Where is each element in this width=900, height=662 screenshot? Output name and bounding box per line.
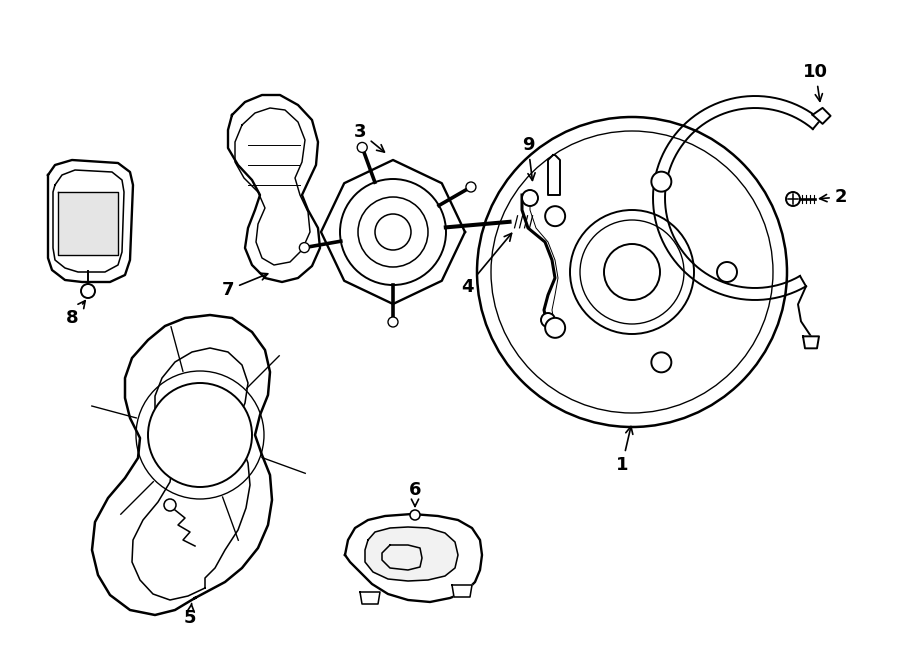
Polygon shape [813, 108, 831, 124]
Polygon shape [803, 336, 819, 348]
Polygon shape [548, 155, 560, 195]
Polygon shape [48, 160, 133, 282]
Text: 10: 10 [803, 63, 828, 101]
Circle shape [545, 318, 565, 338]
Polygon shape [452, 585, 472, 597]
Circle shape [545, 206, 565, 226]
Text: 3: 3 [354, 123, 384, 152]
Circle shape [164, 499, 176, 511]
Circle shape [541, 313, 555, 327]
Polygon shape [321, 160, 465, 304]
Polygon shape [365, 527, 458, 581]
Polygon shape [345, 514, 482, 602]
Circle shape [375, 214, 411, 250]
Text: 2: 2 [820, 188, 847, 206]
Circle shape [652, 171, 671, 192]
Circle shape [300, 243, 310, 253]
Polygon shape [92, 315, 272, 615]
Text: 5: 5 [184, 603, 196, 627]
Circle shape [717, 262, 737, 282]
Circle shape [148, 383, 252, 487]
Text: 7: 7 [221, 273, 267, 299]
Text: 9: 9 [522, 136, 536, 180]
Circle shape [466, 182, 476, 192]
Circle shape [410, 510, 420, 520]
Circle shape [604, 244, 660, 300]
Polygon shape [360, 592, 380, 604]
Circle shape [477, 117, 787, 427]
Circle shape [652, 352, 671, 372]
Text: 1: 1 [616, 426, 633, 474]
Text: 8: 8 [66, 301, 86, 327]
Polygon shape [228, 95, 320, 282]
Circle shape [81, 284, 95, 298]
Circle shape [357, 142, 367, 152]
Circle shape [786, 192, 800, 206]
Circle shape [388, 317, 398, 327]
Polygon shape [58, 192, 118, 255]
Text: 6: 6 [409, 481, 421, 506]
Text: 4: 4 [461, 234, 511, 296]
Circle shape [522, 190, 538, 206]
